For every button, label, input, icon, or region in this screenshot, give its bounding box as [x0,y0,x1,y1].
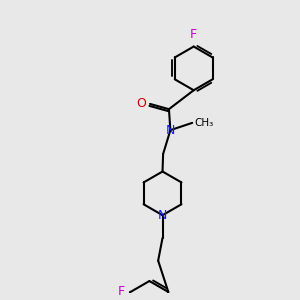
Text: N: N [158,209,167,222]
Text: CH₃: CH₃ [195,118,214,128]
Text: N: N [166,124,175,136]
Text: F: F [118,286,125,298]
Text: O: O [136,98,146,110]
Text: F: F [190,28,197,41]
